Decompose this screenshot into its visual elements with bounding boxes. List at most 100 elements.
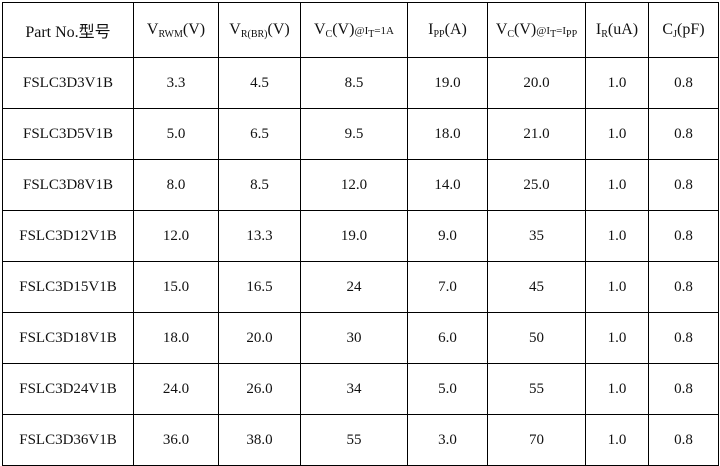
cell-value: 12.0 — [300, 159, 408, 211]
cell-value: 0.8 — [648, 414, 719, 466]
table-row: FSLC3D24V1B 24.0 26.0 34 5.0 55 1.0 0.8 — [2, 363, 719, 415]
cell-value: 9.5 — [300, 108, 408, 160]
cell-value: 20.0 — [218, 312, 301, 364]
header-text: PP — [433, 28, 445, 40]
cell-value: 38.0 — [218, 414, 301, 466]
cell-value: 15.0 — [133, 261, 219, 313]
cell-value: 36.0 — [133, 414, 219, 466]
cell-value: 6.5 — [218, 108, 301, 160]
header-text: (pF) — [677, 20, 705, 38]
header-cell: VRWM(V) — [133, 2, 219, 58]
cell-value: 4.5 — [218, 57, 301, 109]
cell-value: 0.8 — [648, 210, 719, 262]
part-number: FSLC3D24V1B — [2, 363, 134, 415]
header-text: Part No.型号 — [25, 24, 111, 41]
header-text: PP — [566, 28, 578, 40]
part-number: FSLC3D18V1B — [2, 312, 134, 364]
cell-value: 1.0 — [585, 363, 649, 415]
cell-value: 0.8 — [648, 108, 719, 160]
cell-value: 14.0 — [407, 159, 488, 211]
header-cell: IR(uA) — [585, 2, 649, 58]
cell-value: 16.5 — [218, 261, 301, 313]
header-cell: CJ(pF) — [648, 2, 719, 58]
cell-value: 25.0 — [487, 159, 586, 211]
header-text: RWM — [158, 28, 183, 40]
header-text: T — [368, 28, 375, 40]
header-text: (uA) — [607, 20, 639, 38]
cell-value: 35 — [487, 210, 586, 262]
cell-value: 20.0 — [487, 57, 586, 109]
cell-value: 18.0 — [133, 312, 219, 364]
cell-value: 50 — [487, 312, 586, 364]
header-text: I — [595, 20, 602, 38]
cell-value: 1.0 — [585, 312, 649, 364]
header-text: C — [662, 20, 674, 38]
header-text: (V) — [267, 20, 290, 38]
cell-value: 8.0 — [133, 159, 219, 211]
header-text: (V) — [514, 20, 537, 38]
cell-value: 70 — [487, 414, 586, 466]
cell-value: 12.0 — [133, 210, 219, 262]
cell-value: 0.8 — [648, 312, 719, 364]
cell-value: 0.8 — [648, 57, 719, 109]
cell-value: 19.0 — [407, 57, 488, 109]
table-row: FSLC3D15V1B 15.0 16.5 24 7.0 45 1.0 0.8 — [2, 261, 719, 313]
header-text: @I — [536, 24, 551, 37]
header-text: V — [313, 20, 326, 38]
table-row: FSLC3D5V1B 5.0 6.5 9.5 18.0 21.0 1.0 0.8 — [2, 108, 719, 160]
cell-value: 24 — [300, 261, 408, 313]
part-number: FSLC3D15V1B — [2, 261, 134, 313]
cell-value: 45 — [487, 261, 586, 313]
table-body: FSLC3D3V1B 3.3 4.5 8.5 19.0 20.0 1.0 0.8 FSLC3D5… — [2, 57, 719, 466]
cell-value: 1.0 — [585, 57, 649, 109]
cell-value: 9.0 — [407, 210, 488, 262]
cell-value: 19.0 — [300, 210, 408, 262]
header-text: R — [601, 28, 608, 40]
table-row: FSLC3D36V1B 36.0 38.0 55 3.0 70 1.0 0.8 — [2, 414, 719, 466]
cell-value: 55 — [487, 363, 586, 415]
cell-value: 1.0 — [585, 414, 649, 466]
header-text: T — [550, 28, 557, 40]
part-number: FSLC3D3V1B — [2, 57, 134, 109]
header-row: Part No.型号 VRWM(V) VR(BR)(V) VC(V)@IT=1A IPP… — [2, 2, 719, 58]
part-number: FSLC3D5V1B — [2, 108, 134, 160]
cell-value: 24.0 — [133, 363, 219, 415]
table-row: FSLC3D8V1B 8.0 8.5 12.0 14.0 25.0 1.0 0.8 — [2, 159, 719, 211]
cell-value: 8.5 — [300, 57, 408, 109]
header-cell: IPP(A) — [407, 2, 488, 58]
header-text: =1A — [374, 24, 394, 37]
cell-value: 34 — [300, 363, 408, 415]
cell-value: 13.3 — [218, 210, 301, 262]
cell-value: 55 — [300, 414, 408, 466]
cell-value: 30 — [300, 312, 408, 364]
cell-value: 5.0 — [407, 363, 488, 415]
header-text: (V) — [182, 20, 206, 38]
header-cell: Part No.型号 — [2, 2, 134, 58]
cell-value: 3.0 — [407, 414, 488, 466]
cell-value: 0.8 — [648, 261, 719, 313]
cell-value: 1.0 — [585, 108, 649, 160]
cell-value: 26.0 — [218, 363, 301, 415]
header-text: I — [428, 20, 434, 38]
cell-value: 18.0 — [407, 108, 488, 160]
cell-value: 1.0 — [585, 261, 649, 313]
header-text: (V) — [332, 20, 355, 38]
table-row: FSLC3D12V1B 12.0 13.3 19.0 9.0 35 1.0 0.8 — [2, 210, 719, 262]
header-text: V — [146, 20, 159, 38]
header-text: =I — [556, 24, 567, 37]
header-cell: VC(V)@IT=IPP — [487, 2, 586, 58]
cell-value: 5.0 — [133, 108, 219, 160]
header-text: C — [507, 28, 515, 40]
cell-value: 6.0 — [407, 312, 488, 364]
header-text: R(BR) — [240, 28, 268, 40]
cell-value: 7.0 — [407, 261, 488, 313]
cell-value: 3.3 — [133, 57, 219, 109]
part-number: FSLC3D36V1B — [2, 414, 134, 466]
header-text: J — [673, 28, 677, 40]
table-row: FSLC3D3V1B 3.3 4.5 8.5 19.0 20.0 1.0 0.8 — [2, 57, 719, 109]
header-text: V — [229, 20, 241, 38]
header-text: @I — [354, 24, 369, 37]
part-number: FSLC3D8V1B — [2, 159, 134, 211]
